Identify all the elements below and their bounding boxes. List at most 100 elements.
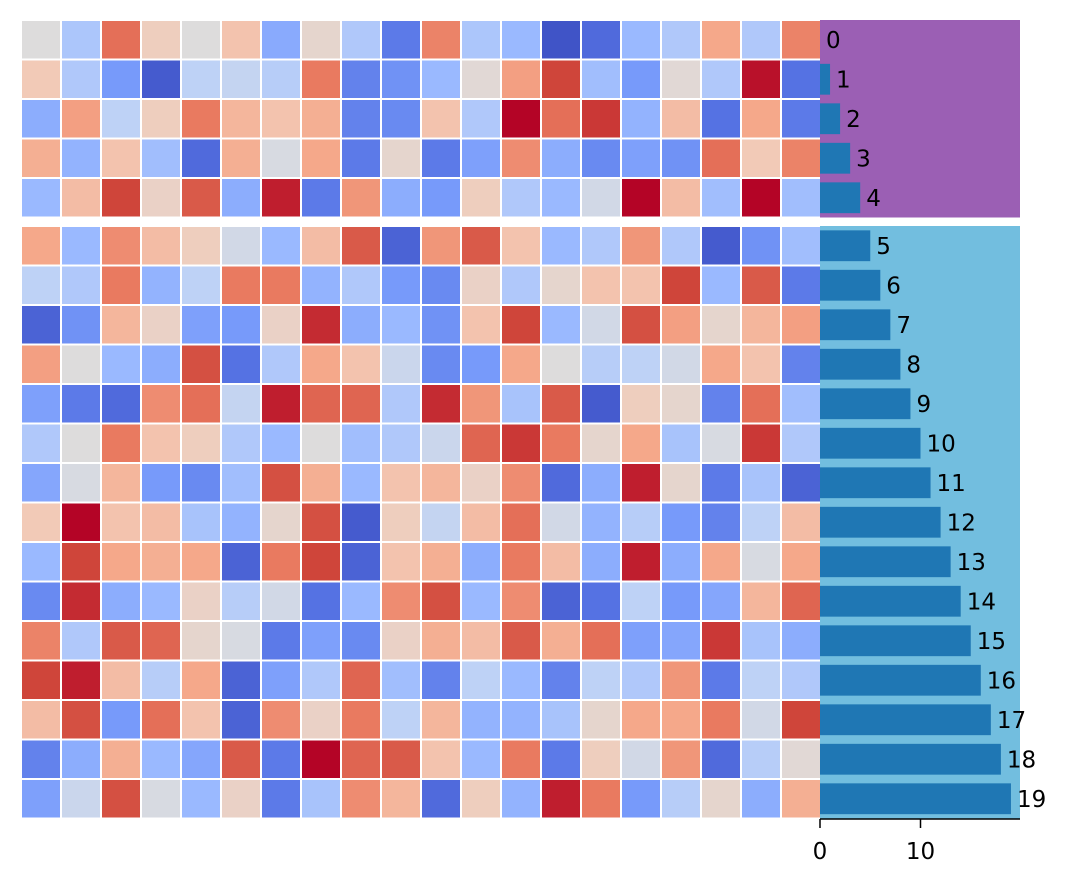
bar-6 — [820, 269, 881, 301]
heatmap-cell-r15-c2 — [100, 620, 142, 662]
heatmap-cell-r16-c19 — [780, 659, 822, 701]
heatmap-cell-r19-c9 — [380, 778, 422, 820]
heatmap-cell-r9-c11 — [460, 383, 502, 425]
heatmap-cell-r10-c2 — [100, 422, 142, 464]
heatmap-cell-r5-c12 — [500, 225, 542, 267]
heatmap-cell-r19-c17 — [700, 778, 742, 820]
heatmap-cell-r19-c10 — [420, 778, 462, 820]
heatmap-cell-r17-c18 — [740, 699, 782, 741]
heatmap-cell-r14-c18 — [740, 580, 782, 622]
heatmap-cell-r10-c15 — [620, 422, 662, 464]
heatmap-cell-r18-c15 — [620, 738, 662, 780]
bar-label-18: 18 — [1007, 747, 1036, 773]
heatmap-cell-r12-c10 — [420, 501, 462, 543]
bar-x-axis: 0 10 — [813, 818, 1020, 865]
heatmap-cell-r4-c18 — [740, 177, 782, 219]
heatmap-cell-r7-c1 — [60, 304, 102, 346]
heatmap-cell-r9-c12 — [500, 383, 542, 425]
heatmap-cell-r0-c10 — [420, 19, 462, 61]
heatmap-cell-r14-c12 — [500, 580, 542, 622]
heatmap-cell-r10-c3 — [140, 422, 182, 464]
heatmap-cell-r2-c14 — [580, 98, 622, 140]
heatmap-cell-r14-c17 — [700, 580, 742, 622]
heatmap-cell-r8-c2 — [100, 343, 142, 385]
heatmap-cell-r11-c2 — [100, 462, 142, 504]
heatmap-cell-r17-c6 — [260, 699, 302, 741]
heatmap-cell-r8-c3 — [140, 343, 182, 385]
heatmap-cell-r5-c16 — [660, 225, 702, 267]
heatmap-cell-r14-c1 — [60, 580, 102, 622]
heatmap-cell-r15-c14 — [580, 620, 622, 662]
heatmap-cell-r18-c6 — [260, 738, 302, 780]
heatmap-cell-r15-c7 — [300, 620, 342, 662]
bar-8 — [820, 348, 901, 380]
heatmap-cell-r18-c11 — [460, 738, 502, 780]
heatmap-cell-r14-c15 — [620, 580, 662, 622]
heatmap-cell-r2-c4 — [180, 98, 222, 140]
heatmap-cell-r4-c19 — [780, 177, 822, 219]
heatmap-cell-r13-c2 — [100, 541, 142, 583]
heatmap-cell-r16-c18 — [740, 659, 782, 701]
heatmap-cell-r16-c10 — [420, 659, 462, 701]
x-axis-ticks: 0 10 — [813, 819, 935, 865]
heatmap-cell-r3-c2 — [100, 137, 142, 179]
heatmap-cell-r1-c4 — [180, 58, 222, 100]
heatmap-cell-r6-c1 — [60, 264, 102, 306]
heatmap-cell-r9-c5 — [220, 383, 262, 425]
heatmap-cell-r16-c11 — [460, 659, 502, 701]
heatmap-cell-r16-c1 — [60, 659, 102, 701]
heatmap-cell-r18-c19 — [780, 738, 822, 780]
heatmap-cell-r19-c11 — [460, 778, 502, 820]
heatmap-cell-r0-c8 — [340, 19, 382, 61]
heatmap-cell-r12-c4 — [180, 501, 222, 543]
heatmap-cell-r6-c0 — [20, 264, 62, 306]
heatmap-cell-r9-c15 — [620, 383, 662, 425]
heatmap-cell-r0-c16 — [660, 19, 702, 61]
bar-label-1: 1 — [836, 67, 851, 93]
heatmap-cell-r4-c6 — [260, 177, 302, 219]
heatmap-cell-r15-c6 — [260, 620, 302, 662]
heatmap-cell-r7-c18 — [740, 304, 782, 346]
heatmap-cell-r8-c16 — [660, 343, 702, 385]
heatmap-cell-r0-c18 — [740, 19, 782, 61]
bar-group-backgrounds — [820, 20, 1020, 819]
heatmap-cell-r6-c7 — [300, 264, 342, 306]
heatmap-cell-r0-c4 — [180, 19, 222, 61]
heatmap-cell-r8-c12 — [500, 343, 542, 385]
heatmap-cell-r18-c13 — [540, 738, 582, 780]
heatmap-cell-r6-c2 — [100, 264, 142, 306]
heatmap-cell-r7-c4 — [180, 304, 222, 346]
heatmap-cell-r1-c2 — [100, 58, 142, 100]
heatmap-cell-r8-c18 — [740, 343, 782, 385]
heatmap-cell-r3-c1 — [60, 137, 102, 179]
heatmap-cell-r4-c16 — [660, 177, 702, 219]
heatmap-cell-r5-c19 — [780, 225, 822, 267]
heatmap-cell-r17-c19 — [780, 699, 822, 741]
bar-2 — [820, 103, 841, 135]
heatmap-cell-r9-c17 — [700, 383, 742, 425]
heatmap-cell-r10-c1 — [60, 422, 102, 464]
heatmap-cell-r16-c16 — [660, 659, 702, 701]
heatmap-cell-r12-c5 — [220, 501, 262, 543]
heatmap-cell-r17-c2 — [100, 699, 142, 741]
heatmap-cell-r14-c0 — [20, 580, 62, 622]
heatmap-cell-r14-c10 — [420, 580, 462, 622]
heatmap-cell-r2-c18 — [740, 98, 782, 140]
heatmap-cell-r16-c15 — [620, 659, 662, 701]
heatmap-cell-r2-c2 — [100, 98, 142, 140]
heatmap-cell-r19-c19 — [780, 778, 822, 820]
heatmap-cell-r6-c9 — [380, 264, 422, 306]
heatmap-cell-r17-c12 — [500, 699, 542, 741]
heatmap-cell-r10-c6 — [260, 422, 302, 464]
heatmap-cell-r3-c13 — [540, 137, 582, 179]
heatmap-cell-r3-c9 — [380, 137, 422, 179]
heatmap-cell-r12-c9 — [380, 501, 422, 543]
heatmap-cell-r17-c1 — [60, 699, 102, 741]
heatmap-bottom-group — [20, 225, 822, 820]
heatmap-cell-r0-c15 — [620, 19, 662, 61]
heatmap-cell-r4-c10 — [420, 177, 462, 219]
heatmap-cell-r10-c17 — [700, 422, 742, 464]
heatmap-cell-r13-c11 — [460, 541, 502, 583]
